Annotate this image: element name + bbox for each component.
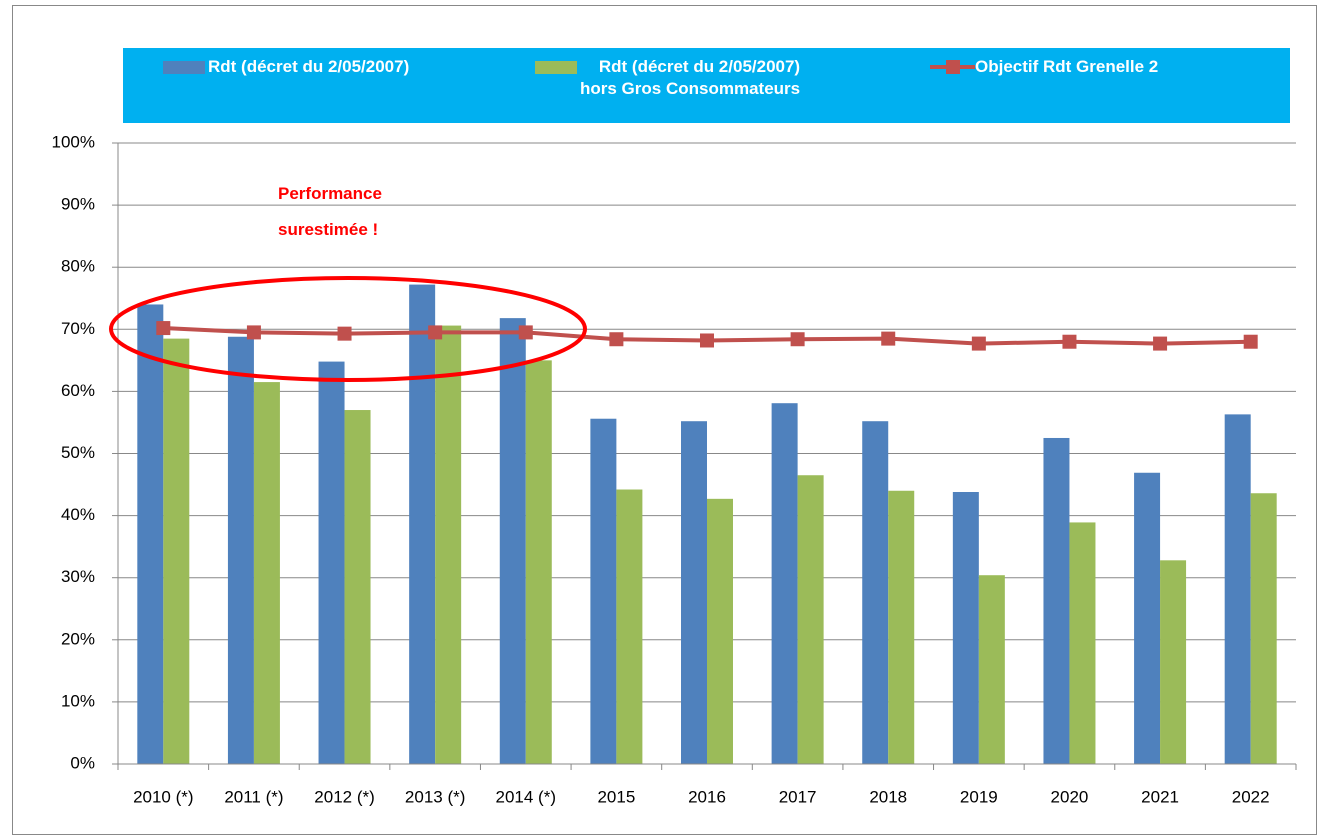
bar bbox=[797, 475, 824, 764]
legend: Rdt (décret du 2/05/2007) Rdt (décret du … bbox=[123, 48, 1290, 123]
marker bbox=[881, 331, 896, 346]
legend-swatch bbox=[535, 61, 577, 74]
bar bbox=[862, 421, 889, 764]
highlight-ellipse bbox=[109, 276, 587, 382]
marker bbox=[971, 336, 986, 351]
bar bbox=[318, 361, 345, 764]
bar bbox=[1224, 414, 1251, 764]
legend-marker bbox=[946, 60, 960, 74]
bar bbox=[888, 490, 915, 764]
legend-label: Rdt (décret du 2/05/2007) bbox=[208, 57, 410, 76]
y-tick-label: 30% bbox=[61, 567, 95, 586]
bar bbox=[227, 336, 254, 764]
bar bbox=[137, 304, 164, 764]
bar bbox=[707, 498, 733, 764]
x-tick-label: 2016 bbox=[688, 787, 726, 806]
x-tick-label: 2011 (*) bbox=[224, 787, 283, 806]
bar bbox=[435, 325, 462, 764]
marker bbox=[337, 326, 352, 341]
bar bbox=[163, 338, 190, 764]
y-tick-label: 70% bbox=[61, 319, 95, 338]
bar bbox=[1069, 522, 1096, 764]
bar bbox=[253, 382, 280, 764]
x-tick-label: 2018 bbox=[869, 787, 907, 806]
x-tick-label: 2020 bbox=[1051, 787, 1089, 806]
y-tick-label: 90% bbox=[61, 195, 95, 214]
x-tick-label: 2017 bbox=[779, 787, 817, 806]
x-tick-label: 2012 (*) bbox=[314, 787, 374, 806]
y-tick-label: 10% bbox=[61, 691, 95, 710]
bar bbox=[978, 575, 1005, 764]
bar bbox=[681, 421, 707, 764]
marker bbox=[1153, 336, 1168, 351]
marker bbox=[609, 332, 624, 347]
bar bbox=[1250, 493, 1277, 764]
x-tick-label: 2021 bbox=[1141, 787, 1179, 806]
x-tick-label: 2014 (*) bbox=[496, 787, 556, 806]
bar bbox=[525, 360, 552, 764]
y-tick-label: 40% bbox=[61, 505, 95, 524]
bar bbox=[616, 489, 643, 764]
y-tick-label: 50% bbox=[61, 443, 95, 462]
x-tick-label: 2022 bbox=[1232, 787, 1270, 806]
bar bbox=[1043, 437, 1070, 764]
x-tick-label: 2015 bbox=[597, 787, 635, 806]
bar bbox=[771, 403, 798, 764]
y-tick-label: 80% bbox=[61, 257, 95, 276]
bar bbox=[1160, 560, 1187, 764]
bar bbox=[952, 492, 979, 764]
annotation: Performance surestimée ! bbox=[278, 184, 382, 239]
marker bbox=[1243, 334, 1258, 349]
bar bbox=[1134, 472, 1161, 764]
y-tick-label: 60% bbox=[61, 381, 95, 400]
legend-label: Rdt (décret du 2/05/2007) hors Gros Cons… bbox=[580, 57, 801, 98]
x-tick-label: 2013 (*) bbox=[405, 787, 465, 806]
marker bbox=[428, 325, 443, 340]
marker bbox=[1062, 334, 1077, 349]
marker bbox=[700, 333, 714, 348]
bar bbox=[499, 318, 526, 764]
bar bbox=[344, 410, 371, 764]
y-tick-label: 100% bbox=[52, 132, 95, 151]
marker bbox=[246, 325, 261, 340]
y-tick-label: 0% bbox=[70, 753, 95, 772]
legend-swatch bbox=[163, 61, 205, 74]
bar bbox=[409, 284, 436, 764]
marker bbox=[518, 325, 533, 340]
x-tick-label: 2010 (*) bbox=[133, 787, 193, 806]
bar bbox=[590, 418, 617, 764]
legend-label: Objectif Rdt Grenelle 2 bbox=[975, 57, 1159, 76]
marker bbox=[156, 321, 171, 336]
marker bbox=[790, 332, 805, 347]
y-tick-label: 20% bbox=[61, 629, 95, 648]
x-tick-label: 2019 bbox=[960, 787, 998, 806]
